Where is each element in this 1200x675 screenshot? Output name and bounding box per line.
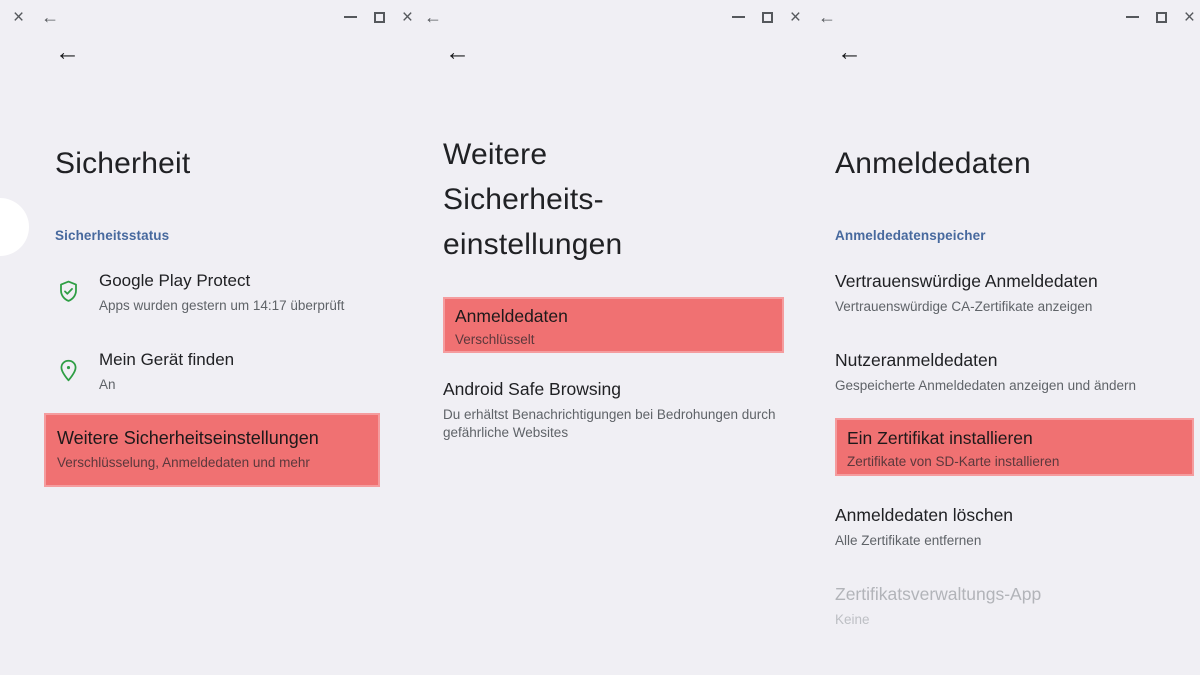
settings-item-disabled: Zertifikatsverwaltungs-App Keine <box>835 584 1041 629</box>
settings-item[interactable]: Anmeldedaten löschen Alle Zertifikate en… <box>835 505 1013 550</box>
close-icon[interactable]: × <box>401 6 413 28</box>
item-title: Zertifikatsverwaltungs-App <box>835 584 1042 604</box>
item-subtitle: Keine <box>835 612 870 627</box>
item-subtitle: Gespeicherte Anmeldedaten anzeigen und ä… <box>835 378 1136 393</box>
minimize-icon[interactable] <box>343 8 357 26</box>
item-subtitle: Verschlüsselung, Anmeldedaten und mehr <box>57 455 310 470</box>
item-title: Vertrauenswürdige Anmeldedaten <box>835 271 1098 291</box>
page-title: Sicherheit <box>55 147 191 180</box>
settings-item[interactable]: Android Safe Browsing Du erhältst Benach… <box>443 379 795 442</box>
highlighted-item[interactable]: Anmeldedaten Verschlüsselt <box>443 297 784 353</box>
maximize-icon[interactable] <box>761 8 773 26</box>
settings-item[interactable]: Mein Gerät finden An <box>99 350 234 394</box>
minimize-icon[interactable] <box>731 8 745 26</box>
page-title: Weitere Sicherheits- einstellungen <box>443 132 622 267</box>
section-label: Sicherheitsstatus <box>55 228 170 243</box>
window-more-security: ← × ← Weitere Sicherheits- einstellungen… <box>418 0 807 675</box>
item-subtitle: Apps wurden gestern um 14:17 überprüft <box>99 298 345 313</box>
window-security: × ← × ← Sicherheit Sicherheitsstatus Goo… <box>0 0 418 675</box>
item-title: Google Play Protect <box>99 271 251 290</box>
item-subtitle: Alle Zertifikate entfernen <box>835 533 982 548</box>
minimize-icon[interactable] <box>1125 8 1139 26</box>
highlighted-item[interactable]: Weitere Sicherheitseinstellungen Verschl… <box>44 413 380 487</box>
item-title: Weitere Sicherheitseinstellungen <box>57 428 319 448</box>
back-icon[interactable]: ← <box>818 7 836 27</box>
close-icon[interactable]: × <box>1183 6 1195 28</box>
back-icon[interactable]: ← <box>424 7 442 27</box>
item-subtitle: Du erhältst Benachrichtigungen bei Bedro… <box>443 407 776 440</box>
titlebar: ← × <box>807 6 1200 28</box>
close-icon[interactable]: × <box>789 6 801 28</box>
settings-item[interactable]: Nutzeranmeldedaten Gespeicherte Anmelded… <box>835 350 1136 395</box>
item-title: Mein Gerät finden <box>99 350 235 369</box>
maximize-icon[interactable] <box>1155 8 1167 26</box>
item-title: Ein Zertifikat installieren <box>847 428 1033 448</box>
item-title: Nutzeranmeldedaten <box>835 350 998 370</box>
page-title-line: Sicherheits- <box>443 183 604 216</box>
item-title: Anmeldedaten löschen <box>835 505 1014 525</box>
window-credentials: ← × ← Anmeldedaten Anmeldedatenspeicher … <box>807 0 1200 675</box>
item-subtitle: An <box>99 377 116 392</box>
titlebar: ← × <box>418 6 807 28</box>
page-title-line: Weitere <box>443 138 548 171</box>
app-back-button[interactable]: ← <box>55 38 80 66</box>
page-title: Anmeldedaten <box>835 147 1031 180</box>
item-title: Android Safe Browsing <box>443 379 622 399</box>
settings-item[interactable]: Google Play Protect Apps wurden gestern … <box>99 271 344 315</box>
settings-item[interactable]: Vertrauenswürdige Anmeldedaten Vertrauen… <box>835 271 1098 316</box>
item-title: Anmeldedaten <box>455 306 568 326</box>
maximize-icon[interactable] <box>373 8 385 26</box>
page-title-line: einstellungen <box>443 228 623 261</box>
item-subtitle: Verschlüsselt <box>455 332 535 347</box>
section-label: Anmeldedatenspeicher <box>835 228 986 243</box>
screen-notch <box>0 198 29 256</box>
item-subtitle: Vertrauenswürdige CA-Zertifikate anzeige… <box>835 299 1093 314</box>
shield-check-icon <box>56 279 81 304</box>
app-back-button[interactable]: ← <box>837 38 862 66</box>
app-back-button[interactable]: ← <box>445 38 470 66</box>
titlebar: × ← × <box>0 6 418 28</box>
highlighted-item[interactable]: Ein Zertifikat installieren Zertifikate … <box>835 418 1194 476</box>
close-icon[interactable]: × <box>13 6 25 28</box>
location-pin-icon <box>56 358 81 383</box>
back-icon[interactable]: ← <box>41 7 60 27</box>
item-subtitle: Zertifikate von SD-Karte installieren <box>847 454 1060 469</box>
